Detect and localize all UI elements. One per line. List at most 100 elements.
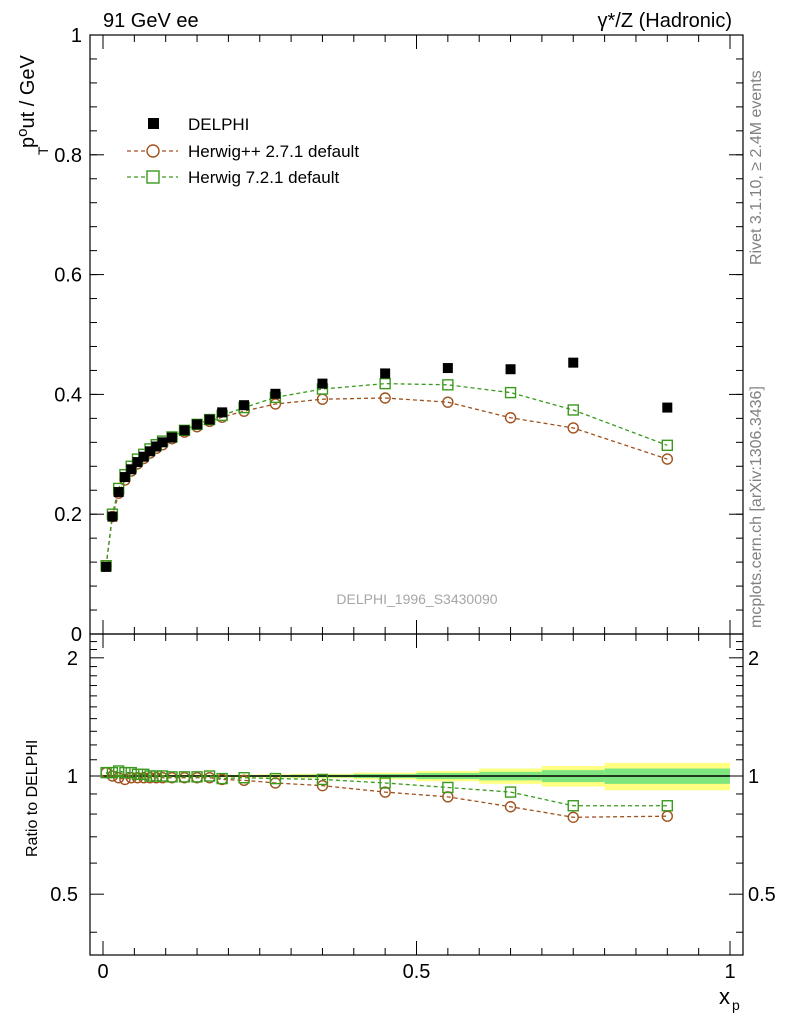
data-point (138, 451, 149, 462)
data-point (661, 439, 673, 452)
data-point (662, 402, 673, 413)
y-tick-label: 0.8 (54, 145, 82, 167)
data-point (112, 765, 125, 777)
x-tick-label: 0.5 (403, 961, 431, 983)
data-point (504, 412, 517, 424)
data-point (145, 446, 156, 457)
header-left: 91 GeV ee (103, 10, 199, 32)
y-axis-label-top-sub: T (35, 146, 51, 155)
data-point (113, 487, 124, 498)
data-point (107, 511, 118, 522)
y-axis-label-top: pout / GeV (14, 55, 39, 148)
x-tick-label: 0 (97, 961, 108, 983)
data-point (119, 472, 130, 483)
legend-label: Herwig 7.2.1 default (188, 168, 339, 187)
data-point (166, 771, 178, 783)
rivet-version-text: Rivet 3.1.10, ≥ 2.4M events (748, 70, 765, 265)
data-point (379, 392, 391, 404)
legend-label: Herwig++ 2.7.1 default (188, 142, 359, 161)
data-point (126, 464, 137, 475)
ratio-y-tick-label: 2 (67, 648, 78, 670)
data-point (316, 773, 329, 786)
legend-marker-herwigpp (146, 144, 160, 158)
ratio-y-tick-label-right: 1 (748, 766, 759, 788)
data-point (106, 766, 119, 779)
data-point (150, 770, 162, 782)
series-line (106, 770, 668, 807)
ratio-y-tick-label: 1 (67, 766, 78, 788)
ratio-y-tick-label-right: 0.5 (748, 884, 776, 906)
x-axis-label-sub: p (732, 997, 740, 1013)
data-point (216, 772, 228, 785)
data-point (270, 388, 281, 399)
top-panel: 0 0.2 0.4 0.6 0.8 1 (54, 25, 744, 646)
data-point (661, 453, 673, 465)
data-point (151, 441, 162, 452)
data-point (119, 766, 131, 779)
header-right: γ*/Z (Hadronic) (598, 10, 732, 32)
data-point (504, 801, 517, 813)
x-tick-label: 1 (724, 961, 735, 983)
data-point (505, 364, 516, 375)
legend-label: DELPHI (188, 115, 249, 134)
y-tick-label: 0.4 (54, 384, 82, 406)
x-axis-label: x (719, 984, 730, 1009)
data-point (567, 422, 579, 434)
data-point (567, 404, 579, 416)
data-point (317, 378, 328, 389)
data-point (157, 437, 168, 448)
ratio-y-tick-label: 0.5 (50, 884, 78, 906)
watermark-text: DELPHI_1996_S3430090 (336, 591, 497, 607)
data-point (203, 770, 216, 782)
data-point (568, 357, 579, 368)
ratio-panel: 0.5 0.5 1 1 2 2 0 0.5 1 (50, 633, 776, 983)
data-point (144, 770, 156, 782)
data-point (191, 771, 203, 783)
data-point (238, 772, 250, 784)
data-point (504, 786, 517, 798)
data-point (217, 407, 228, 418)
data-point (504, 386, 517, 399)
data-point (269, 398, 282, 410)
y-tick-label: 0 (71, 624, 82, 646)
data-point (316, 779, 329, 792)
source-text: mcplots.cern.ch [arXiv:1306.3436] (748, 386, 765, 628)
y-tick-label: 0.6 (54, 265, 82, 287)
data-point (100, 766, 112, 779)
data-point (178, 771, 191, 783)
series-line (105, 382, 668, 566)
data-point (379, 786, 391, 798)
y-tick-label: 1 (71, 25, 82, 47)
data-point (442, 396, 454, 408)
data-point (380, 368, 391, 379)
data-point (442, 379, 454, 391)
data-point (239, 400, 250, 411)
ratio-y-tick-label-right: 2 (748, 648, 759, 670)
legend-marker-delphi (148, 118, 159, 129)
legend-marker-herwig7 (146, 170, 160, 184)
data-point (269, 772, 282, 785)
data-point (131, 768, 144, 781)
data-point (661, 800, 673, 812)
ratio-frame (89, 633, 744, 956)
data-point (179, 425, 190, 436)
data-point (125, 766, 137, 779)
legend: DELPHI Herwig++ 2.7.1 default Herwig 7.2.1… (127, 115, 359, 187)
data-point (567, 811, 579, 823)
data-point (567, 800, 579, 812)
y-axis-label-ratio: Ratio to DELPHI (24, 740, 41, 857)
data-point (166, 432, 177, 443)
data-point (442, 363, 453, 374)
data-point (138, 768, 150, 781)
data-point (101, 561, 112, 572)
data-point (442, 781, 454, 794)
data-point (204, 414, 215, 425)
data-point (379, 777, 391, 789)
y-tick-label: 0.2 (54, 504, 82, 526)
data-point (379, 377, 391, 390)
series-line (105, 397, 668, 566)
data-point (119, 773, 131, 786)
data-point (192, 419, 203, 430)
data-point (132, 457, 143, 468)
